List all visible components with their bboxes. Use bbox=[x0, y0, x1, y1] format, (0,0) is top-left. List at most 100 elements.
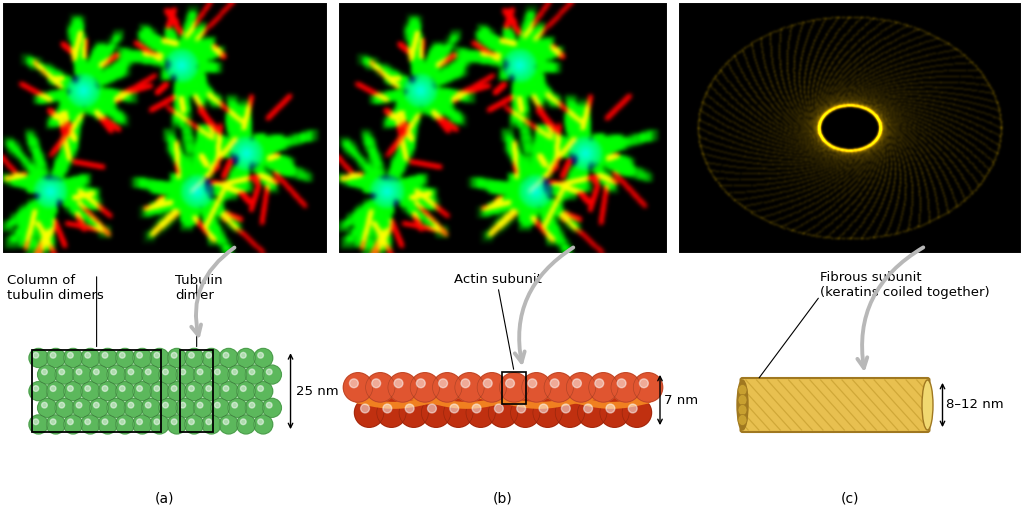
Circle shape bbox=[141, 398, 161, 417]
Circle shape bbox=[417, 379, 425, 388]
Circle shape bbox=[111, 369, 117, 375]
Circle shape bbox=[176, 365, 195, 384]
Circle shape bbox=[254, 381, 272, 401]
Circle shape bbox=[198, 402, 203, 408]
Circle shape bbox=[68, 386, 74, 391]
Circle shape bbox=[258, 352, 263, 358]
Circle shape bbox=[116, 381, 134, 401]
Circle shape bbox=[202, 381, 221, 401]
Circle shape bbox=[455, 373, 484, 402]
Circle shape bbox=[42, 369, 47, 375]
Circle shape bbox=[50, 352, 56, 358]
Circle shape bbox=[349, 379, 358, 388]
Ellipse shape bbox=[738, 385, 746, 395]
Circle shape bbox=[38, 365, 56, 384]
Circle shape bbox=[629, 404, 637, 413]
Circle shape bbox=[63, 381, 83, 401]
Circle shape bbox=[450, 404, 459, 413]
Circle shape bbox=[188, 386, 195, 391]
Bar bbox=[2, 2, 328, 254]
Circle shape bbox=[76, 402, 82, 408]
Circle shape bbox=[241, 419, 246, 424]
Circle shape bbox=[245, 398, 264, 417]
Circle shape bbox=[589, 373, 618, 402]
Circle shape bbox=[106, 398, 126, 417]
Circle shape bbox=[623, 398, 651, 428]
Circle shape bbox=[227, 365, 247, 384]
Circle shape bbox=[388, 373, 418, 402]
Bar bbox=[678, 2, 1022, 254]
Circle shape bbox=[266, 369, 272, 375]
Circle shape bbox=[136, 352, 142, 358]
Circle shape bbox=[566, 373, 596, 402]
Circle shape bbox=[89, 398, 109, 417]
Circle shape bbox=[550, 379, 559, 388]
Circle shape bbox=[171, 352, 177, 358]
Text: Column of
tubulin dimers: Column of tubulin dimers bbox=[7, 274, 103, 302]
Circle shape bbox=[171, 386, 177, 391]
Circle shape bbox=[81, 349, 100, 368]
Circle shape bbox=[150, 349, 169, 368]
Circle shape bbox=[354, 398, 384, 428]
Circle shape bbox=[141, 365, 161, 384]
Circle shape bbox=[150, 415, 169, 434]
Circle shape bbox=[219, 349, 239, 368]
Circle shape bbox=[606, 404, 614, 413]
Bar bbox=[180, 350, 213, 432]
Circle shape bbox=[258, 386, 263, 391]
Circle shape bbox=[120, 386, 125, 391]
Circle shape bbox=[600, 398, 629, 428]
Circle shape bbox=[477, 373, 507, 402]
Circle shape bbox=[461, 379, 470, 388]
Circle shape bbox=[133, 415, 152, 434]
Circle shape bbox=[227, 398, 247, 417]
Circle shape bbox=[254, 349, 272, 368]
Circle shape bbox=[383, 404, 392, 413]
Circle shape bbox=[495, 404, 503, 413]
Circle shape bbox=[517, 404, 525, 413]
Bar bbox=[502, 372, 526, 404]
Circle shape bbox=[202, 349, 221, 368]
Circle shape bbox=[184, 381, 204, 401]
Circle shape bbox=[258, 419, 263, 424]
Circle shape bbox=[89, 365, 109, 384]
Circle shape bbox=[184, 415, 204, 434]
Circle shape bbox=[411, 373, 439, 402]
Circle shape bbox=[428, 404, 436, 413]
Circle shape bbox=[237, 415, 255, 434]
Circle shape bbox=[555, 398, 585, 428]
Circle shape bbox=[98, 349, 117, 368]
Circle shape bbox=[223, 419, 228, 424]
Circle shape bbox=[55, 365, 74, 384]
Text: (c): (c) bbox=[841, 491, 859, 505]
Circle shape bbox=[93, 369, 99, 375]
Circle shape bbox=[438, 379, 447, 388]
Circle shape bbox=[133, 349, 152, 368]
Circle shape bbox=[50, 419, 56, 424]
Circle shape bbox=[33, 419, 39, 424]
Circle shape bbox=[472, 404, 481, 413]
Circle shape bbox=[443, 398, 473, 428]
Circle shape bbox=[124, 398, 143, 417]
Circle shape bbox=[532, 398, 562, 428]
Circle shape bbox=[46, 415, 66, 434]
Circle shape bbox=[466, 398, 496, 428]
Circle shape bbox=[180, 402, 185, 408]
Text: Tubulin
dimer: Tubulin dimer bbox=[175, 274, 222, 302]
Circle shape bbox=[63, 415, 83, 434]
Text: Fibrous subunit
(keratins coiled together): Fibrous subunit (keratins coiled togethe… bbox=[820, 271, 989, 299]
Circle shape bbox=[76, 369, 82, 375]
Circle shape bbox=[266, 402, 272, 408]
Circle shape bbox=[237, 349, 255, 368]
Circle shape bbox=[102, 352, 108, 358]
Circle shape bbox=[163, 369, 168, 375]
Circle shape bbox=[85, 386, 90, 391]
Circle shape bbox=[584, 404, 593, 413]
Text: (a): (a) bbox=[156, 491, 175, 505]
Circle shape bbox=[343, 373, 373, 402]
Circle shape bbox=[150, 381, 169, 401]
Circle shape bbox=[399, 398, 428, 428]
Circle shape bbox=[561, 404, 570, 413]
Circle shape bbox=[522, 373, 551, 402]
Circle shape bbox=[237, 381, 255, 401]
